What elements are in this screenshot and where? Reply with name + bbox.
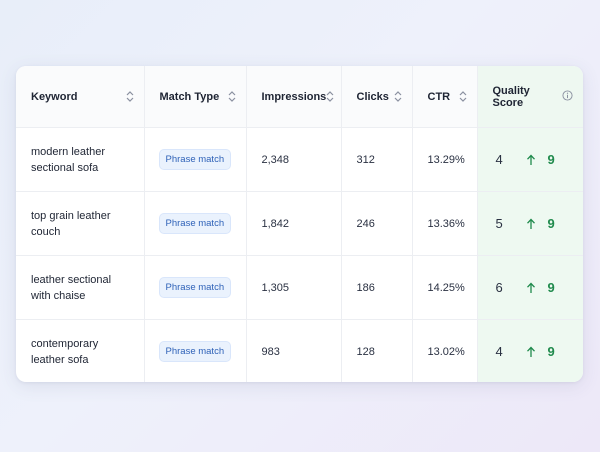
ctr-cell: 13.02% bbox=[412, 319, 478, 382]
quality-score-new: 9 bbox=[547, 216, 555, 231]
keyword-cell: modern leather sectional sofa bbox=[16, 127, 145, 192]
quality-score-old: 5 bbox=[495, 216, 503, 231]
quality-score-old: 6 bbox=[495, 280, 503, 295]
keyword-text: leather sectional bbox=[31, 273, 112, 286]
column-header-match-type[interactable]: Match Type bbox=[144, 66, 247, 128]
match-type-cell: Phrase match bbox=[144, 255, 247, 320]
match-type-cell: Phrase match bbox=[144, 319, 247, 382]
column-header-label: Quality Score bbox=[492, 84, 530, 109]
table-row: modern leather sectional sofa Phrase matc… bbox=[16, 127, 583, 192]
sort-icon[interactable] bbox=[126, 91, 134, 102]
keyword-text: with chaise bbox=[31, 289, 86, 302]
info-icon[interactable] bbox=[562, 89, 573, 104]
arrow-up-icon bbox=[526, 282, 548, 294]
keyword-cell: contemporary leather sofa bbox=[16, 319, 145, 382]
impressions-cell: 1,305 bbox=[246, 255, 342, 320]
match-type-badge: Phrase match bbox=[158, 277, 232, 298]
clicks-cell: 246 bbox=[341, 191, 413, 256]
impressions-cell: 2,348 bbox=[246, 127, 342, 192]
match-type-cell: Phrase match bbox=[144, 127, 247, 192]
quality-score-old: 4 bbox=[495, 152, 503, 167]
table-row: leather sectional with chaise Phrase matc… bbox=[16, 255, 583, 320]
table-header-row: Keyword Match Type Impressions Clicks bbox=[16, 66, 583, 128]
column-header-label: Clicks bbox=[356, 90, 389, 103]
quality-score-new: 9 bbox=[547, 152, 555, 167]
sort-icon[interactable] bbox=[326, 91, 334, 102]
match-type-badge: Phrase match bbox=[158, 213, 232, 234]
keyword-text: sectional sofa bbox=[31, 161, 99, 174]
keyword-text: leather sofa bbox=[31, 353, 89, 366]
impressions-cell: 983 bbox=[246, 319, 342, 382]
column-header-label: Match Type bbox=[159, 90, 220, 103]
keyword-table-card: Keyword Match Type Impressions Clicks bbox=[16, 66, 583, 382]
clicks-cell: 312 bbox=[341, 127, 413, 192]
sort-icon[interactable] bbox=[459, 91, 467, 102]
sort-icon[interactable] bbox=[394, 91, 402, 102]
column-header-quality-score[interactable]: Quality Score bbox=[477, 66, 583, 128]
keyword-table: Keyword Match Type Impressions Clicks bbox=[16, 66, 583, 382]
column-header-ctr[interactable]: CTR bbox=[412, 66, 478, 128]
ctr-cell: 14.25% bbox=[412, 255, 478, 320]
keyword-text: couch bbox=[31, 225, 61, 238]
quality-score-new: 9 bbox=[547, 280, 555, 295]
column-header-label: CTR bbox=[427, 90, 451, 103]
keyword-cell: top grain leather couch bbox=[16, 191, 145, 256]
ctr-cell: 13.36% bbox=[412, 191, 478, 256]
keyword-text: top grain leather bbox=[31, 209, 111, 222]
impressions-cell: 1,842 bbox=[246, 191, 342, 256]
table-row: top grain leather couch Phrase match 1,84… bbox=[16, 191, 583, 256]
clicks-cell: 128 bbox=[341, 319, 413, 382]
keyword-text: contemporary bbox=[31, 337, 99, 350]
ctr-cell: 13.29% bbox=[412, 127, 478, 192]
clicks-cell: 186 bbox=[341, 255, 413, 320]
keyword-cell: leather sectional with chaise bbox=[16, 255, 145, 320]
arrow-up-icon bbox=[526, 346, 548, 358]
quality-score-new: 9 bbox=[547, 344, 555, 359]
keyword-text: modern leather bbox=[31, 145, 105, 158]
column-header-keyword[interactable]: Keyword bbox=[16, 66, 145, 128]
column-header-clicks[interactable]: Clicks bbox=[341, 66, 413, 128]
sort-icon[interactable] bbox=[228, 91, 236, 102]
match-type-badge: Phrase match bbox=[158, 149, 232, 170]
column-header-impressions[interactable]: Impressions bbox=[246, 66, 342, 128]
table-row: contemporary leather sofa Phrase match 98… bbox=[16, 319, 583, 382]
column-header-label: Impressions bbox=[261, 90, 327, 103]
match-type-badge: Phrase match bbox=[158, 341, 232, 362]
arrow-up-icon bbox=[526, 154, 548, 166]
match-type-cell: Phrase match bbox=[144, 191, 247, 256]
quality-score-old: 4 bbox=[495, 344, 503, 359]
arrow-up-icon bbox=[526, 218, 548, 230]
column-header-label: Keyword bbox=[31, 90, 78, 103]
